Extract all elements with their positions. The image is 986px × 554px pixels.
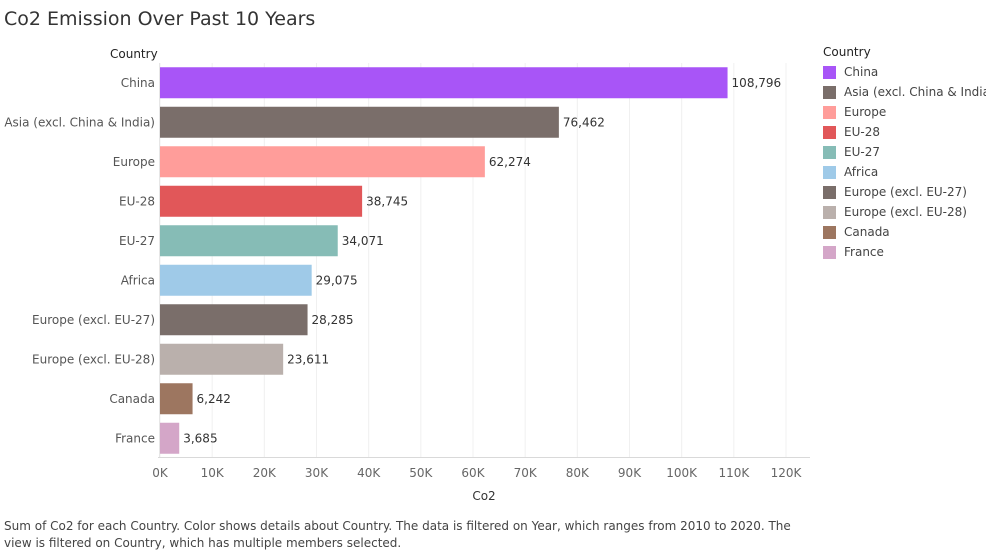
legend-swatch — [823, 145, 836, 159]
legend-item[interactable]: Africa — [823, 162, 983, 182]
bar — [160, 146, 485, 178]
legend-item[interactable]: Europe (excl. EU-28) — [823, 202, 983, 222]
category-label: Canada — [109, 392, 155, 406]
bar — [160, 422, 180, 454]
legend-item[interactable]: France — [823, 242, 983, 262]
bar — [160, 106, 559, 138]
bar — [160, 67, 728, 99]
legend-label: Canada — [844, 225, 890, 239]
legend-label: Europe — [844, 105, 887, 119]
bar — [160, 225, 338, 257]
row-header-country: Country — [110, 47, 158, 61]
legend-swatch — [823, 85, 836, 99]
bar — [160, 304, 308, 336]
legend-swatch — [823, 245, 836, 259]
x-tick-label: 90K — [618, 466, 642, 480]
x-tick-label: 10K — [201, 466, 225, 480]
data-label: 3,685 — [183, 431, 217, 445]
data-label: 23,611 — [287, 352, 329, 366]
data-label: 62,274 — [489, 155, 531, 169]
x-tick-label: 20K — [253, 466, 277, 480]
data-label: 28,285 — [312, 313, 354, 327]
x-tick-label: 100K — [666, 466, 698, 480]
legend-swatch — [823, 125, 836, 139]
x-axis-title: Co2 — [472, 489, 495, 503]
data-label: 34,071 — [342, 234, 384, 248]
legend-item[interactable]: Asia (excl. China & India) — [823, 82, 986, 102]
legend-swatch — [823, 185, 836, 199]
bar — [160, 343, 284, 375]
category-label: Africa — [121, 273, 155, 287]
bar — [160, 185, 363, 217]
x-tick-label: 30K — [305, 466, 329, 480]
category-label: Europe (excl. EU-28) — [32, 352, 155, 366]
legend-items: China Asia (excl. China & India) Europe EU-… — [823, 62, 986, 262]
x-tick-label: 60K — [461, 466, 485, 480]
legend-title: Country — [823, 45, 871, 59]
legend-label: Europe (excl. EU-28) — [844, 205, 967, 219]
legend-item[interactable]: EU-27 — [823, 142, 983, 162]
legend-label: Europe (excl. EU-27) — [844, 185, 967, 199]
x-tick-label: 120K — [771, 466, 803, 480]
bar — [160, 383, 193, 415]
x-tick-label: 0K — [152, 466, 169, 480]
legend-swatch — [823, 165, 836, 179]
legend-label: Asia (excl. China & India) — [844, 85, 986, 99]
x-tick-label: 50K — [409, 466, 433, 480]
data-label: 29,075 — [316, 273, 358, 287]
legend-label: EU-28 — [844, 125, 880, 139]
category-label: China — [121, 76, 155, 90]
data-label: 108,796 — [732, 76, 782, 90]
bar-chart: 0K 10K 20K 30K 40K 50K 60K 70K 80K 90K 100K 110K 120… — [4, 63, 810, 503]
data-label: 6,242 — [197, 392, 231, 406]
data-label: 76,462 — [563, 115, 605, 129]
legend-swatch — [823, 205, 836, 219]
legend-swatch — [823, 225, 836, 239]
x-tick-label: 40K — [357, 466, 381, 480]
legend-item[interactable]: China — [823, 62, 983, 82]
x-tick-label: 80K — [566, 466, 590, 480]
category-label: Europe — [113, 155, 155, 169]
x-tick-label: 110K — [718, 466, 750, 480]
legend-swatch — [823, 65, 836, 79]
legend-label: China — [844, 65, 879, 79]
legend-item[interactable]: EU-28 — [823, 122, 983, 142]
category-label: EU-27 — [119, 234, 155, 248]
chart-title: Co2 Emission Over Past 10 Years — [4, 8, 316, 30]
category-label: EU-28 — [119, 194, 155, 208]
category-label: France — [115, 431, 155, 445]
data-label: 38,745 — [366, 194, 408, 208]
legend-item[interactable]: Canada — [823, 222, 983, 242]
legend: Country China Asia (excl. China & India) E… — [823, 45, 986, 262]
legend-label: France — [844, 245, 884, 259]
legend-label: EU-27 — [844, 145, 880, 159]
legend-item[interactable]: Europe — [823, 102, 983, 122]
legend-label: Africa — [844, 165, 879, 179]
category-label: Asia (excl. China & India) — [4, 115, 155, 129]
category-label: Europe (excl. EU-27) — [32, 313, 155, 327]
x-tick-label: 70K — [514, 466, 538, 480]
bar — [160, 264, 312, 296]
legend-item[interactable]: Europe (excl. EU-27) — [823, 182, 983, 202]
chart-caption: Sum of Co2 for each Country. Color shows… — [4, 519, 791, 550]
legend-swatch — [823, 105, 836, 119]
